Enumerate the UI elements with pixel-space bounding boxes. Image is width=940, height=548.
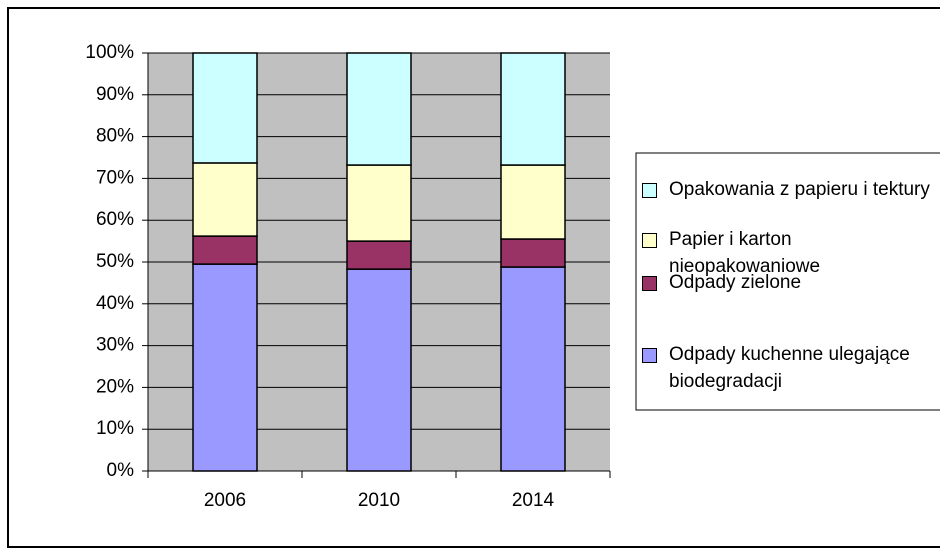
y-tick-label: 40% — [96, 293, 134, 314]
legend-swatch — [642, 183, 657, 198]
bar-segment — [192, 162, 258, 237]
y-tick-label: 60% — [96, 209, 134, 230]
legend-entry: Odpady kuchenne ulegające biodegradacji — [642, 341, 934, 395]
bar-segment — [192, 235, 258, 265]
legend-label: Opakowania z papieru i tektury — [669, 179, 930, 200]
bar-segment — [346, 164, 412, 242]
legend-label: Odpady zielone — [669, 272, 802, 293]
x-tick-label: 2014 — [512, 490, 555, 511]
y-tick-label: 30% — [96, 335, 134, 356]
x-tick-label: 2006 — [204, 490, 246, 511]
bar-segment — [500, 238, 566, 268]
bar-segment — [346, 268, 412, 472]
legend-label: Papier i karton nieopakowaniowe — [669, 229, 821, 277]
bar-segment — [346, 240, 412, 270]
legend-swatch — [642, 233, 657, 248]
x-tick-label: 2010 — [358, 490, 400, 511]
bar-segment — [346, 52, 412, 166]
legend-box — [635, 152, 940, 411]
legend-swatch — [642, 276, 657, 291]
y-tick-label: 70% — [96, 167, 134, 188]
y-tick-label: 50% — [96, 251, 134, 272]
legend-swatch — [642, 348, 657, 363]
y-tick-label: 90% — [96, 84, 134, 105]
legend-entry: Odpady zielone — [642, 269, 934, 296]
bar-segment — [500, 266, 566, 472]
bar-segment — [192, 52, 258, 164]
y-tick-label: 20% — [96, 376, 134, 397]
legend-entry: Opakowania z papieru i tektury — [642, 176, 934, 203]
legend-label: Odpady kuchenne ulegające biodegradacji — [669, 344, 910, 392]
bar-segment — [500, 164, 566, 240]
y-tick-label: 10% — [96, 418, 134, 439]
bar-segment — [500, 52, 566, 166]
legend-entry: Papier i karton nieopakowaniowe — [642, 226, 934, 280]
bar-segment — [192, 263, 258, 472]
y-tick-label: 100% — [85, 42, 134, 63]
y-tick-label: 80% — [96, 126, 134, 147]
y-tick-label: 0% — [107, 460, 135, 481]
